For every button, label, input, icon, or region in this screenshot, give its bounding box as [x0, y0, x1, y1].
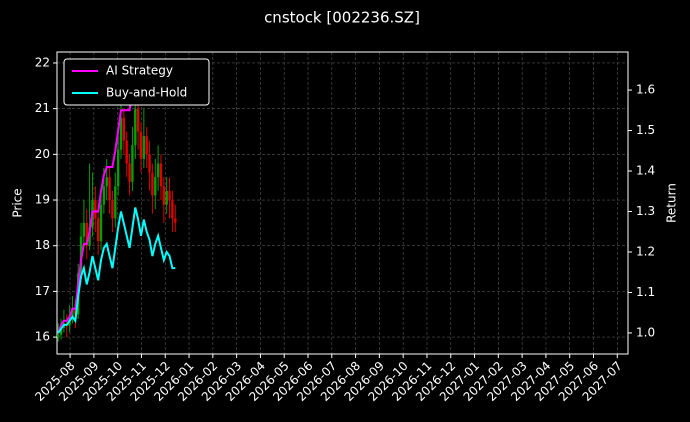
- candle-body: [174, 218, 177, 223]
- candle-body: [151, 172, 154, 196]
- candle-body: [105, 177, 108, 187]
- candle-body: [122, 117, 126, 141]
- y2-tick-label: 1.0: [636, 325, 655, 339]
- line-series: [57, 207, 176, 334]
- candle-body: [139, 131, 143, 159]
- candle-body: [94, 200, 97, 219]
- chart-title: cnstock [002236.SZ]: [264, 9, 420, 27]
- candle-body: [171, 200, 174, 219]
- legend-label: AI Strategy: [106, 64, 173, 78]
- candle-body: [134, 108, 137, 146]
- y-tick-label: 17: [35, 284, 50, 298]
- candle-body: [59, 327, 63, 335]
- y-axis-label: Price: [11, 188, 25, 217]
- y-tick-label: 22: [35, 55, 50, 69]
- candle-body: [156, 163, 160, 178]
- y2-tick-label: 1.2: [636, 244, 655, 258]
- candle-body: [99, 204, 103, 242]
- y2-axis-label: Return: [665, 183, 679, 223]
- candle-body: [102, 186, 106, 205]
- candle-body: [116, 149, 120, 187]
- candle-body: [85, 222, 88, 246]
- candle-body: [165, 190, 168, 205]
- candle-body: [159, 163, 163, 187]
- candle-body: [119, 117, 123, 150]
- candle-body: [128, 163, 131, 182]
- candle-body: [168, 190, 171, 201]
- candle-body: [88, 227, 91, 246]
- legend-box: [63, 58, 210, 106]
- candle-body: [108, 177, 111, 201]
- y-tick-label: 18: [35, 238, 50, 252]
- y2-tick-label: 1.3: [636, 204, 655, 218]
- y2-tick-label: 1.5: [636, 123, 655, 137]
- candle-body: [96, 218, 100, 242]
- candle-body: [114, 186, 117, 219]
- candle-body: [142, 136, 146, 159]
- candle-body: [125, 140, 128, 164]
- candle-body: [136, 108, 140, 132]
- y2-tick-label: 1.1: [636, 285, 655, 299]
- candle-body: [74, 309, 77, 315]
- y2-tick-label: 1.4: [636, 164, 655, 178]
- candle-body: [71, 309, 74, 319]
- y-tick-label: 21: [35, 101, 50, 115]
- candle-body: [148, 154, 151, 173]
- y-tick-label: 19: [35, 193, 50, 207]
- candle-body: [111, 200, 114, 219]
- candle-body: [82, 222, 86, 237]
- plot-frame: [56, 51, 629, 355]
- y-tick-label: 16: [35, 330, 50, 344]
- candle-body: [162, 186, 166, 205]
- candle-body: [145, 136, 148, 155]
- y2-tick-label: 1.6: [636, 83, 655, 97]
- candle-body: [56, 334, 60, 338]
- candle-body: [131, 145, 134, 182]
- y-tick-label: 20: [35, 147, 50, 161]
- candle-body: [154, 177, 157, 196]
- legend-label: Buy-and-Hold: [106, 86, 187, 100]
